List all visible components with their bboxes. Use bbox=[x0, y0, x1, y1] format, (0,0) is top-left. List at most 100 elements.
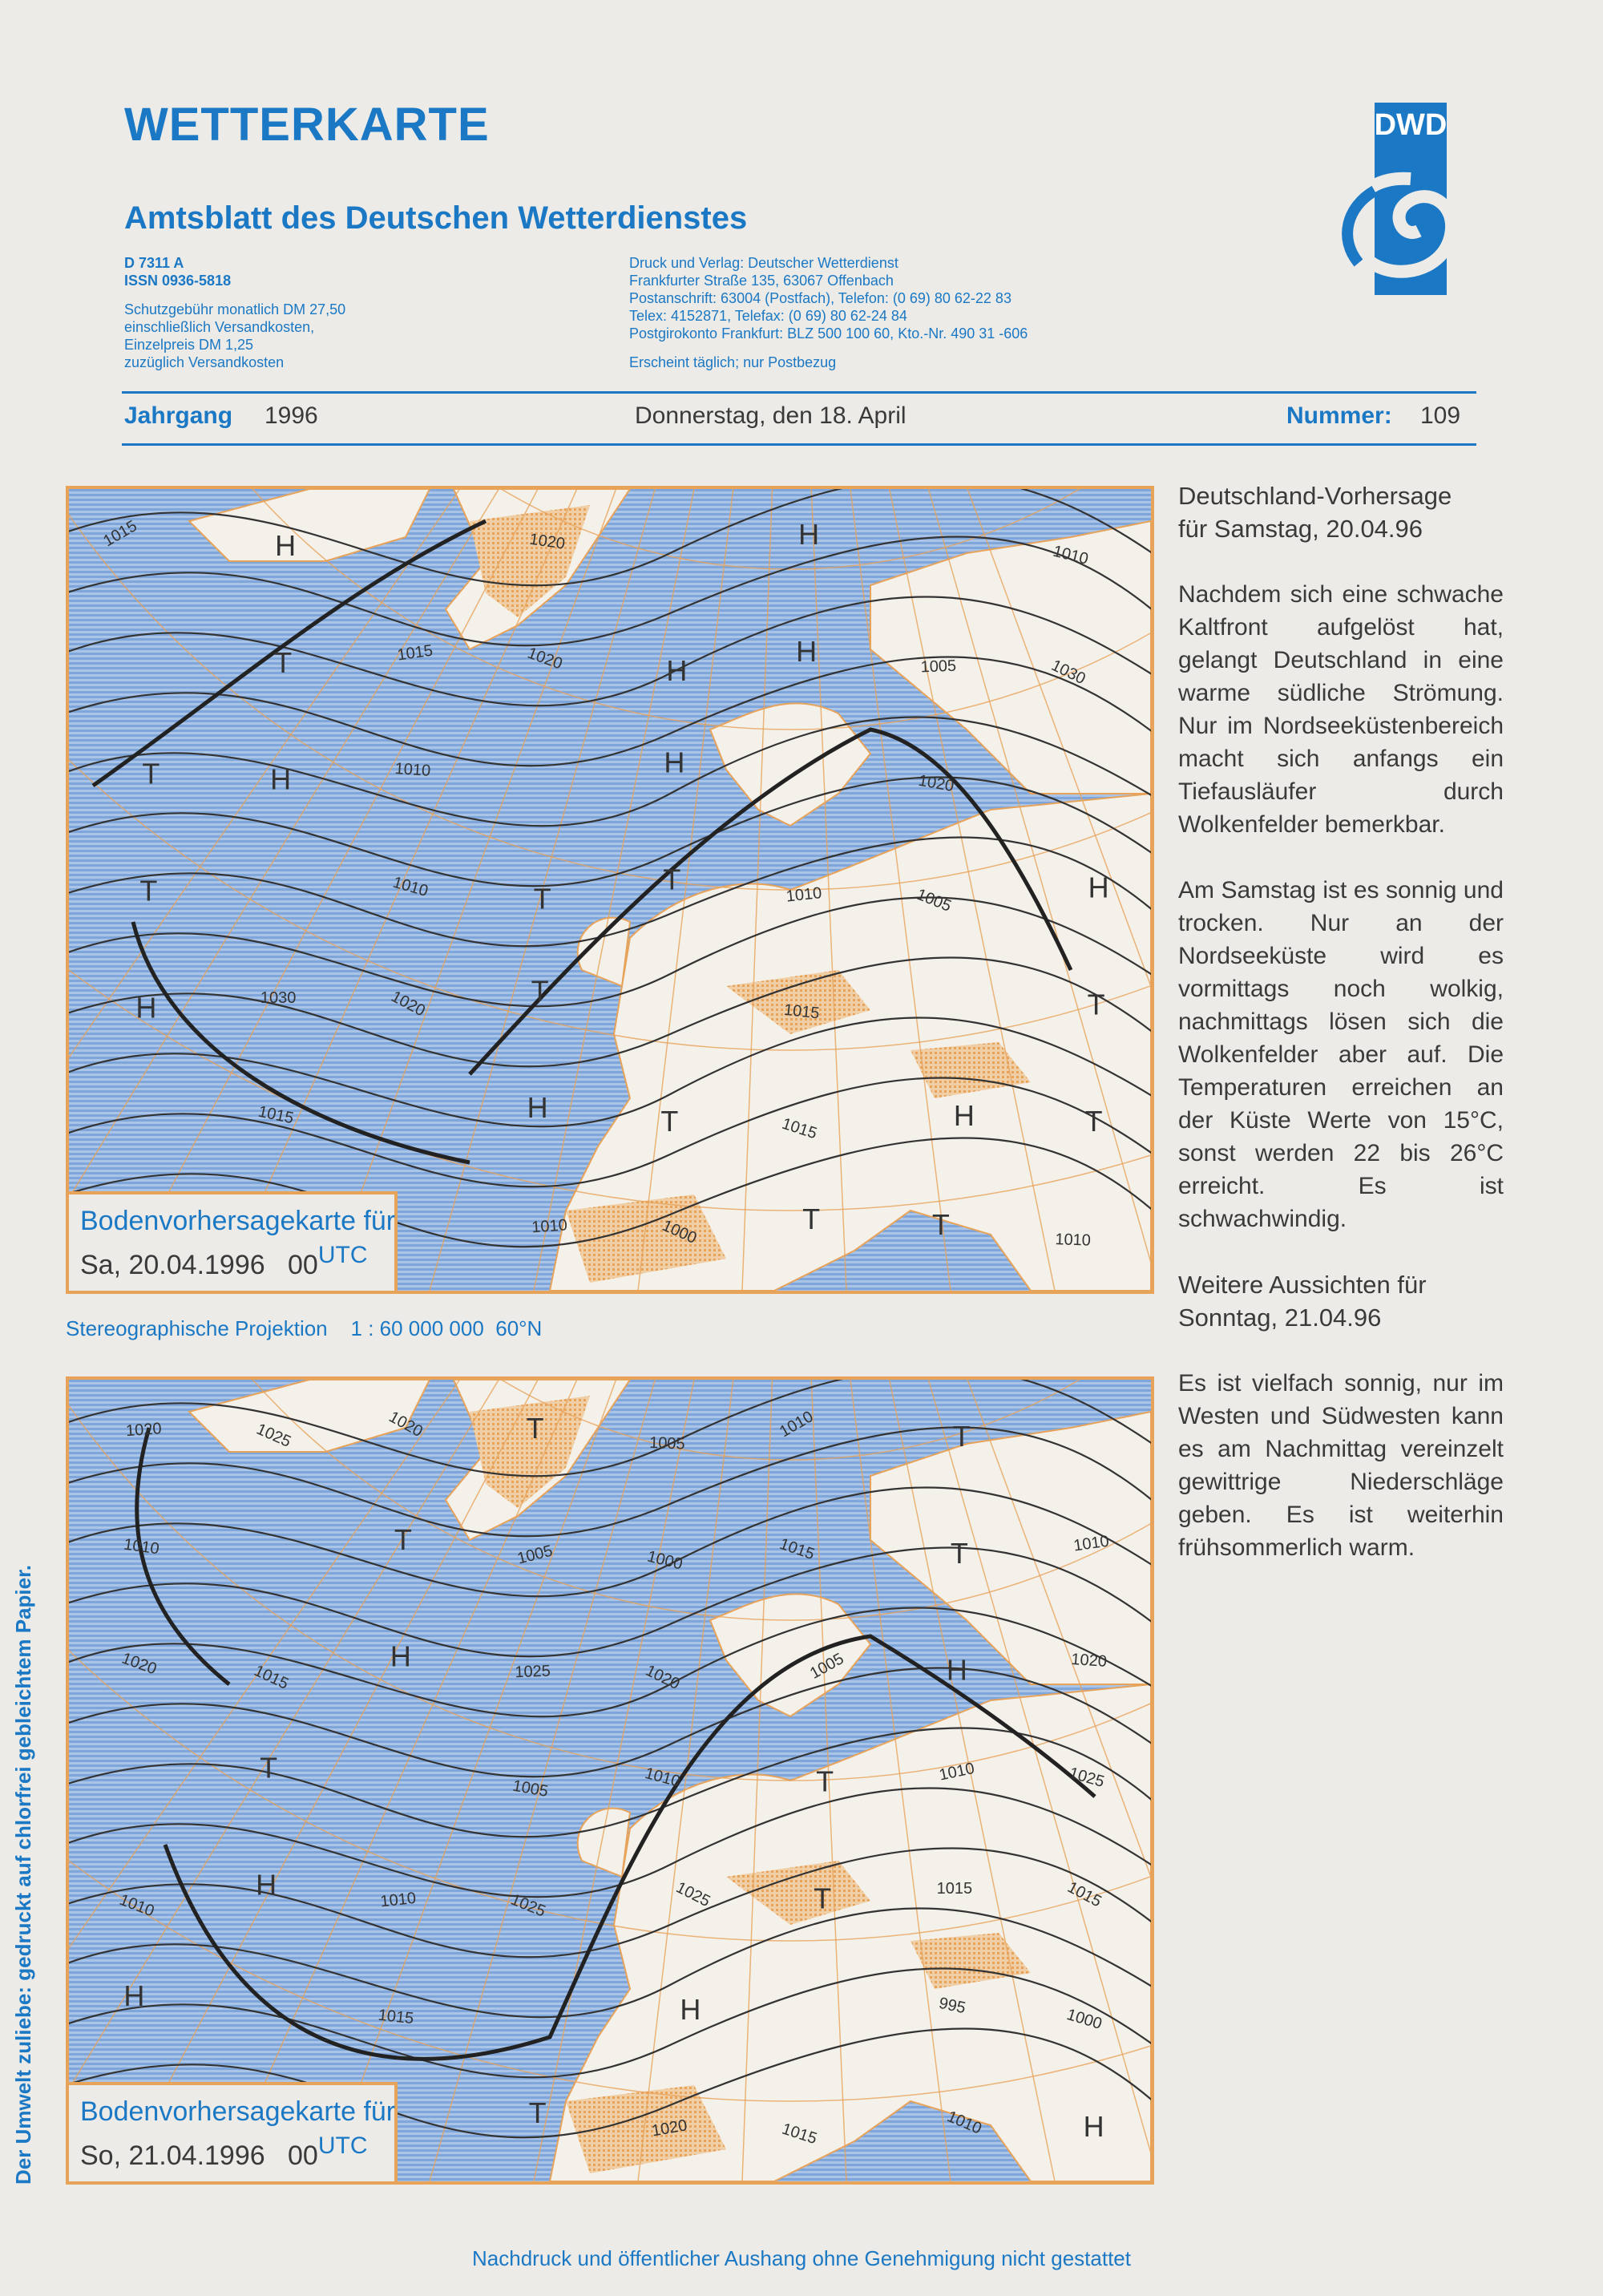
terrain-area bbox=[911, 1933, 1031, 1989]
isobar bbox=[69, 2027, 1151, 2139]
meridian-line bbox=[69, 1380, 461, 1950]
land-area bbox=[576, 1807, 632, 1878]
forecast-map-sunday: 1010 H 1015 T 1020 T 1025 H 1025 H 1020 H 1015 T 1025 T… bbox=[66, 1376, 1154, 2185]
low-pressure-center: T bbox=[527, 1412, 544, 1445]
publisher-line: Telex: 4152871, Telefax: (0 69) 80 62-24… bbox=[629, 308, 907, 324]
issue-row: Jahrgang 1996 Donnerstag, den 18. April … bbox=[124, 402, 1471, 435]
high-pressure-center: H bbox=[666, 654, 687, 687]
pressure-label: 1005 bbox=[649, 1434, 685, 1453]
footer-note: Nachdruck und öffentlicher Aushang ohne … bbox=[472, 2246, 1131, 2270]
parallel-line bbox=[252, 489, 1151, 730]
map-caption-hour: 00 bbox=[288, 1250, 318, 1280]
price-line: einschließlich Versandkosten, bbox=[124, 319, 315, 335]
header-rule bbox=[122, 391, 1476, 394]
high-pressure-center: H bbox=[123, 1979, 144, 2012]
low-pressure-center: T bbox=[260, 1752, 277, 1785]
jahrgang-value: 1996 bbox=[264, 402, 318, 429]
low-pressure-center: T bbox=[139, 875, 157, 907]
meridian-line bbox=[741, 1380, 773, 2181]
svg-text:DWD: DWD bbox=[1375, 108, 1448, 142]
environment-note: Der Umwelt zuliebe: gedruckt auf chlorfr… bbox=[11, 1565, 35, 2185]
isobar bbox=[69, 1907, 1151, 2019]
parallel-line bbox=[252, 1380, 1151, 1621]
low-pressure-center: T bbox=[663, 863, 680, 896]
meridian-line bbox=[69, 1380, 500, 2090]
pressure-label: 1005 bbox=[920, 657, 956, 677]
low-pressure-center: T bbox=[531, 974, 549, 1007]
meridian-line bbox=[429, 489, 656, 1291]
pressure-label: 1015 bbox=[378, 2007, 415, 2028]
isobar bbox=[69, 836, 1151, 948]
low-pressure-center: T bbox=[1088, 988, 1105, 1021]
price-line: Schutzgebühr monatlich DM 27,50 bbox=[124, 301, 346, 317]
meridian-line bbox=[850, 1380, 951, 2181]
heading-line: Weitere Aussichten für bbox=[1178, 1271, 1427, 1299]
meridian-line bbox=[325, 489, 617, 1291]
nummer-label: Nummer: bbox=[1286, 402, 1392, 429]
isobar bbox=[69, 489, 1151, 587]
high-pressure-center: H bbox=[135, 991, 156, 1024]
parallel-line bbox=[69, 1859, 1151, 2102]
parallel-line bbox=[69, 758, 1151, 1051]
meridian-line bbox=[325, 1380, 617, 2181]
publisher-info: Druck und Verlag: Deutscher Wetterdienst… bbox=[629, 254, 1028, 371]
low-pressure-center: T bbox=[394, 1523, 412, 1556]
map-caption-date: So, 21.04.1996 bbox=[80, 2140, 265, 2171]
low-pressure-center: T bbox=[142, 758, 159, 790]
pressure-label: 1030 bbox=[260, 989, 297, 1007]
map-caption-title: Bodenvorhersagekarte für bbox=[80, 2096, 396, 2127]
terrain-area bbox=[470, 505, 590, 617]
publication-code: D 7311 A bbox=[124, 255, 184, 271]
issue-date: Donnerstag, den 18. April bbox=[635, 402, 906, 429]
pressure-label: 1020 bbox=[125, 1420, 162, 1440]
isobar bbox=[69, 1967, 1151, 2079]
isobar bbox=[69, 1727, 1151, 1838]
meridian-line bbox=[967, 1380, 1151, 1879]
map-caption-utc: UTC bbox=[317, 2132, 368, 2159]
publication-note: Erscheint täglich; nur Postbezug bbox=[629, 354, 837, 370]
meridian-line bbox=[429, 1380, 656, 2181]
low-pressure-center: T bbox=[529, 2096, 547, 2129]
meridian-line bbox=[741, 489, 773, 1291]
land-area bbox=[709, 702, 872, 827]
high-pressure-center: H bbox=[527, 1091, 548, 1124]
header-rule-bottom bbox=[122, 443, 1476, 446]
terrain-area bbox=[566, 1194, 726, 1283]
high-pressure-center: H bbox=[270, 763, 291, 796]
isobar bbox=[69, 536, 1151, 647]
isobar bbox=[69, 716, 1151, 827]
forecast-map-saturday: 1015 H 1020 T 1030 H 1000 H 1005 T 1020 T 1015 T 1010 H… bbox=[66, 486, 1154, 1294]
high-pressure-center: H bbox=[954, 1099, 975, 1132]
isobar bbox=[69, 1077, 1151, 1188]
land-area bbox=[709, 1593, 872, 1718]
forecast-heading-saturday: Deutschland-Vorhersage für Samstag, 20.0… bbox=[1178, 479, 1504, 545]
dwd-logo: DWD bbox=[1322, 103, 1475, 295]
terrain-area bbox=[470, 1396, 590, 1508]
isobar bbox=[69, 596, 1151, 707]
isobar bbox=[69, 1137, 1151, 1248]
isobar bbox=[69, 1847, 1151, 1958]
land-area bbox=[870, 519, 1151, 794]
parallel-line bbox=[69, 514, 1151, 891]
isobar bbox=[69, 1017, 1151, 1128]
publisher-line: Frankfurter Straße 135, 63067 Offenbach bbox=[629, 273, 894, 289]
low-pressure-center: T bbox=[951, 1537, 968, 1570]
meridian-line bbox=[533, 489, 695, 1291]
low-pressure-center: T bbox=[1085, 1105, 1103, 1138]
forecast-paragraph: Am Samstag ist es sonnig und trocken. Nu… bbox=[1178, 877, 1504, 1232]
isobar bbox=[69, 656, 1151, 767]
price-line: Einzelpreis DM 1,25 bbox=[124, 337, 254, 353]
low-pressure-center: T bbox=[816, 1765, 834, 1798]
high-pressure-center: H bbox=[796, 635, 817, 668]
land-area bbox=[548, 1683, 1151, 2181]
terrain-area bbox=[566, 2085, 726, 2173]
isobar bbox=[69, 956, 1151, 1068]
isobar bbox=[69, 896, 1151, 1008]
weather-front bbox=[135, 1427, 1096, 2061]
parallel-line bbox=[69, 968, 1151, 1211]
weather-front bbox=[91, 519, 1073, 1165]
meridian-line bbox=[927, 489, 1151, 1265]
high-pressure-center: H bbox=[664, 746, 684, 779]
pressure-label: 1010 bbox=[1055, 1231, 1091, 1250]
isobar bbox=[69, 776, 1151, 887]
